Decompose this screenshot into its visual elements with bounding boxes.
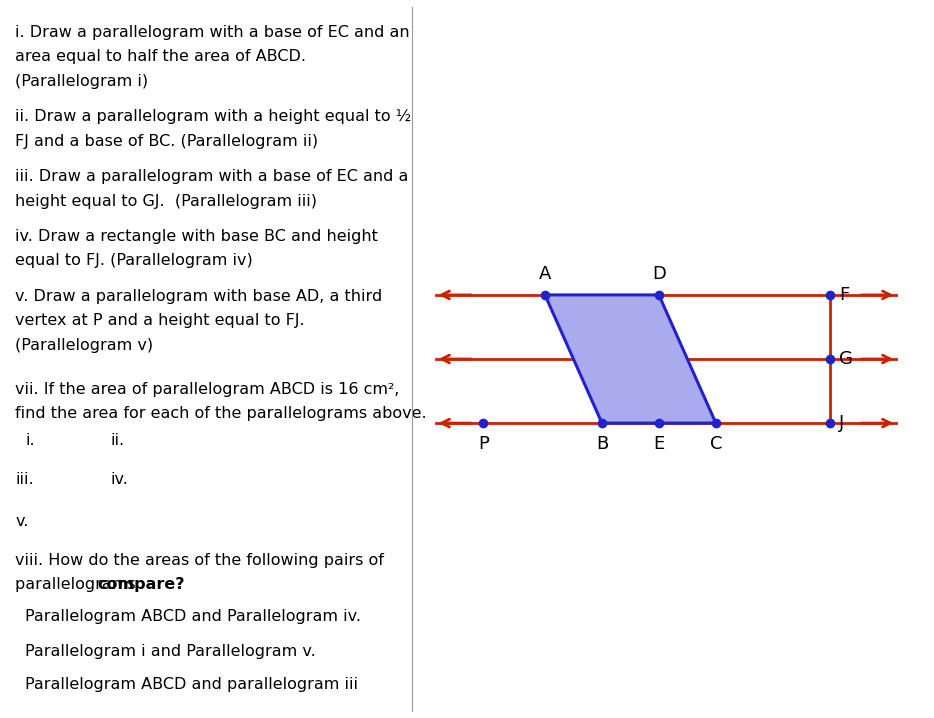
Text: B: B (596, 435, 608, 453)
Text: v.: v. (15, 514, 29, 528)
Text: P: P (478, 435, 488, 453)
Text: compare?: compare? (97, 577, 184, 592)
Text: i. Draw a parallelogram with a base of EC and an: i. Draw a parallelogram with a base of E… (15, 24, 410, 39)
Text: J: J (840, 414, 844, 432)
Text: vertex at P and a height equal to FJ.: vertex at P and a height equal to FJ. (15, 313, 305, 328)
Text: Parallelogram i and Parallelogram v.: Parallelogram i and Parallelogram v. (25, 644, 317, 659)
Text: parallelograms: parallelograms (15, 577, 141, 592)
Text: v. Draw a parallelogram with base AD, a third: v. Draw a parallelogram with base AD, a … (15, 289, 383, 304)
Text: area equal to half the area of ABCD.: area equal to half the area of ABCD. (15, 50, 306, 65)
Text: equal to FJ. (Parallelogram iv): equal to FJ. (Parallelogram iv) (15, 253, 253, 269)
Text: height equal to GJ.  (Parallelogram iii): height equal to GJ. (Parallelogram iii) (15, 194, 318, 209)
Text: D: D (652, 265, 666, 283)
Text: C: C (710, 435, 722, 453)
Text: ii.: ii. (110, 433, 124, 448)
Text: vii. If the area of parallelogram ABCD is 16 cm²,: vii. If the area of parallelogram ABCD i… (15, 381, 400, 396)
Text: Parallelogram ABCD and Parallelogram iv.: Parallelogram ABCD and Parallelogram iv. (25, 609, 361, 624)
Text: E: E (653, 435, 664, 453)
Text: FJ and a base of BC. (Parallelogram ii): FJ and a base of BC. (Parallelogram ii) (15, 134, 318, 149)
Text: find the area for each of the parallelograms above.: find the area for each of the parallelog… (15, 406, 427, 421)
Text: iii.: iii. (15, 472, 34, 487)
Text: (Parallelogram v): (Parallelogram v) (15, 338, 153, 353)
Text: ii. Draw a parallelogram with a height equal to ½: ii. Draw a parallelogram with a height e… (15, 109, 412, 124)
Text: G: G (840, 350, 853, 368)
Text: F: F (840, 286, 850, 304)
Polygon shape (545, 295, 715, 423)
Text: iii. Draw a parallelogram with a base of EC and a: iii. Draw a parallelogram with a base of… (15, 169, 409, 184)
Text: i.: i. (25, 433, 35, 448)
Text: (Parallelogram i): (Parallelogram i) (15, 74, 149, 89)
Text: iv. Draw a rectangle with base BC and height: iv. Draw a rectangle with base BC and he… (15, 229, 378, 244)
Text: iv.: iv. (110, 472, 128, 487)
Text: viii. How do the areas of the following pairs of: viii. How do the areas of the following … (15, 553, 384, 567)
Text: Parallelogram ABCD and parallelogram iii: Parallelogram ABCD and parallelogram iii (25, 677, 359, 692)
Text: A: A (539, 265, 551, 283)
